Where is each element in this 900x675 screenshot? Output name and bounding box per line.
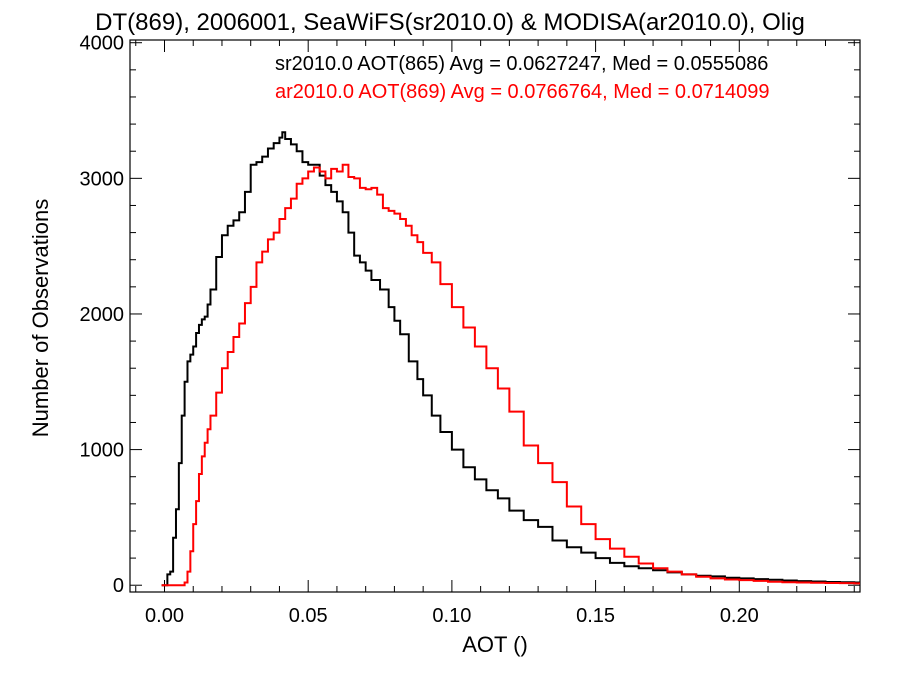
y-tick-label: 2000 bbox=[80, 304, 125, 326]
series-layer bbox=[161, 131, 860, 587]
y-axis: 0 1000 2000 3000 4000 bbox=[80, 33, 860, 597]
series-sr2010-line bbox=[161, 131, 860, 587]
y-tick-label: 4000 bbox=[80, 33, 125, 55]
y-tick-label: 0 bbox=[113, 575, 124, 597]
legend-entry-black: sr2010.0 AOT(865) Avg = 0.0627247, Med =… bbox=[275, 53, 768, 75]
y-tick-label: 3000 bbox=[80, 168, 125, 190]
series-ar2010-line bbox=[161, 163, 860, 587]
y-tick-label: 1000 bbox=[80, 440, 125, 462]
plot-frame bbox=[129, 39, 861, 593]
legend-entry-red: ar2010.0 AOT(869) Avg = 0.0766764, Med =… bbox=[275, 81, 769, 103]
x-tick-label: 0.05 bbox=[289, 605, 328, 627]
x-axis: 0.00 0.05 0.10 0.15 0.20 bbox=[135, 40, 855, 627]
x-tick-label: 0.20 bbox=[720, 605, 759, 627]
y-axis-label: Number of Observations bbox=[28, 199, 53, 437]
x-tick-label: 0.15 bbox=[576, 605, 615, 627]
x-axis-label: AOT () bbox=[462, 632, 528, 657]
chart-title: DT(869), 2006001, SeaWiFS(sr2010.0) & MO… bbox=[95, 9, 805, 36]
x-tick-label: 0.10 bbox=[432, 605, 471, 627]
plot-border bbox=[129, 39, 861, 593]
x-tick-label: 0.00 bbox=[145, 605, 184, 627]
